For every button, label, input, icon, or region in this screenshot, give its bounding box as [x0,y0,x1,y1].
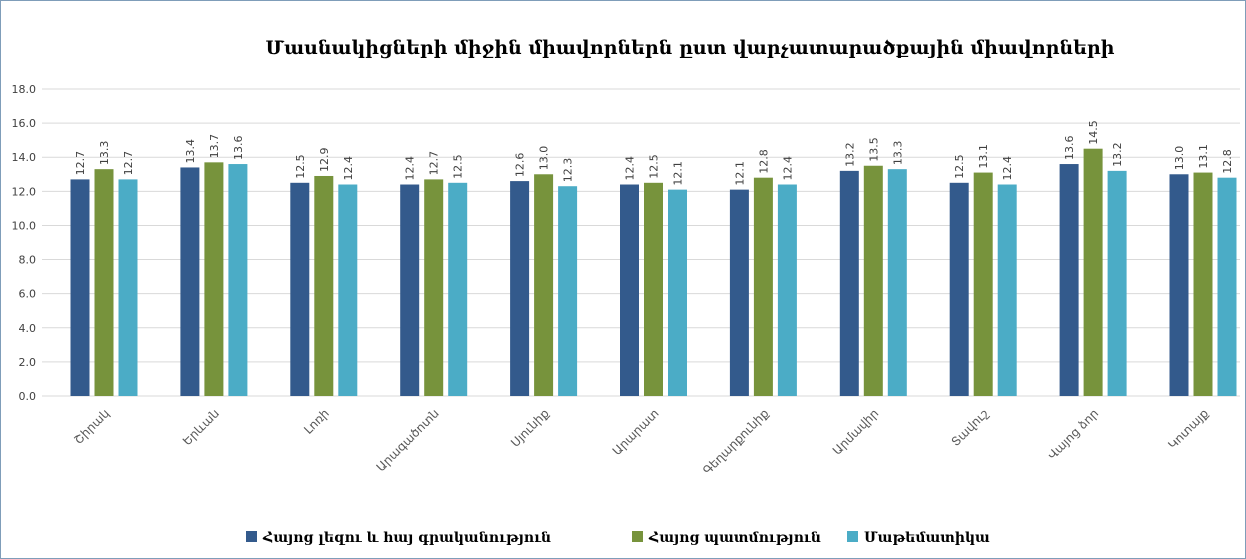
chart-title: Մասնակիցների միջին միավորներն ըստ վարչատ… [266,37,1115,59]
data-label: 13.0 [1173,146,1186,171]
bar [314,175,334,396]
legend-label: Մաթեմատիկա [864,530,990,546]
data-label: 12.4 [624,156,637,181]
bar [338,184,358,396]
bar [753,177,773,396]
bar [839,170,859,396]
bar [180,167,200,396]
bar [70,179,90,396]
data-label: 13.6 [1063,136,1076,161]
data-label: 12.5 [648,154,661,179]
bar [424,179,444,396]
data-label: 13.2 [843,142,856,167]
data-label: 12.5 [953,154,966,179]
y-tick-label: 18.0 [12,83,37,96]
bar [620,184,639,396]
y-tick-label: 16.0 [12,117,37,130]
data-label: 12.1 [672,161,685,186]
data-label: 12.8 [757,149,770,174]
bar [997,184,1017,396]
bar [668,189,687,396]
y-tick-label: 14.0 [12,151,37,164]
data-label: 13.0 [538,146,551,171]
bar [510,181,530,396]
legend-label: Հայոց պատմություն [648,530,821,546]
y-tick-label: 4.0 [19,322,37,335]
data-label: 13.5 [867,137,880,162]
y-tick-label: 8.0 [19,254,37,267]
bar [1059,164,1079,396]
legend-label: Հայոց լեզու և հայ գրականություն [262,530,551,546]
data-label: 12.1 [733,161,746,186]
data-label: 12.4 [404,156,417,181]
data-label: 12.8 [1221,149,1234,174]
data-label: 12.7 [122,151,135,176]
bar [973,172,993,396]
y-tick-label: 10.0 [12,219,37,232]
data-label: 13.3 [98,141,111,166]
bar [729,189,749,396]
bar [534,174,554,396]
data-label: 14.5 [1087,120,1100,145]
bar [400,184,420,396]
data-label: 12.4 [342,156,355,181]
data-label: 13.3 [891,141,904,166]
y-tick-label: 6.0 [19,288,37,301]
data-label: 13.2 [1111,142,1124,167]
bar [777,184,797,396]
bar [448,182,468,396]
y-tick-label: 12.0 [12,185,37,198]
bar [228,164,248,396]
data-label: 12.6 [514,153,527,178]
bar [1193,172,1213,396]
data-label: 13.4 [184,139,197,164]
data-label: 12.7 [74,151,87,176]
data-label: 12.3 [562,158,575,183]
data-label: 13.1 [977,144,990,169]
bar [558,186,578,396]
bar [204,162,224,396]
bar [1083,148,1103,396]
data-label: 12.5 [294,154,307,179]
bar [949,182,969,396]
data-label: 13.7 [208,134,221,159]
data-label: 12.9 [318,147,331,172]
bar [1107,170,1127,396]
data-label: 12.7 [428,151,441,176]
legend-swatch [632,531,643,542]
data-label: 13.1 [1197,144,1210,169]
bar [118,179,138,396]
bar [290,182,310,396]
bar [863,165,883,396]
y-tick-label: 0.0 [19,390,37,403]
bar [644,182,663,396]
bar [1169,174,1189,396]
bar [94,169,114,396]
legend-swatch [847,531,858,542]
data-label: 12.4 [1001,156,1014,180]
data-label: 12.5 [452,154,465,179]
bar [1217,177,1237,396]
legend-swatch [246,531,257,542]
y-tick-label: 2.0 [19,356,37,369]
bar [887,169,907,396]
data-label: 13.6 [232,136,245,161]
data-label: 12.4 [781,156,794,181]
legend: Հայոց լեզու և հայ գրականություն Հայոց պատ… [246,530,990,546]
